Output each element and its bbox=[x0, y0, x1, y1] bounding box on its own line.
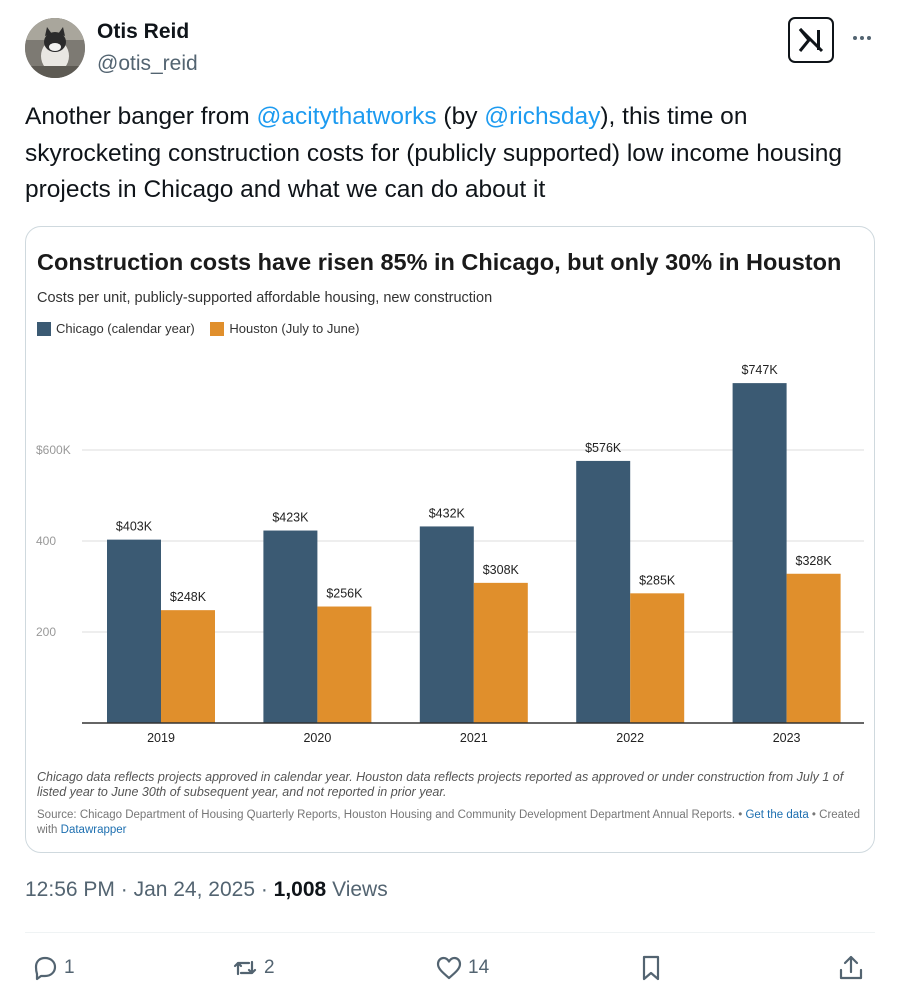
chart-note: Chicago data reflects projects approved … bbox=[37, 770, 844, 799]
x-logo-icon[interactable] bbox=[788, 17, 834, 63]
legend-label-houston: Houston (July to June) bbox=[229, 321, 360, 336]
tweet-meta: 12:56 PM · Jan 24, 2025 · 1,008 Views bbox=[25, 878, 388, 902]
like-button[interactable]: 14 bbox=[434, 951, 489, 985]
chart-title: Construction costs have risen 85% in Chi… bbox=[37, 249, 842, 275]
tweet-time[interactable]: 12:56 PM bbox=[25, 878, 115, 901]
bar-houston bbox=[161, 610, 215, 723]
y-tick-label: 200 bbox=[36, 625, 56, 639]
source-text: Source: Chicago Department of Housing Qu… bbox=[37, 809, 746, 821]
data-label: $256K bbox=[326, 587, 363, 601]
x-tick-label: 2019 bbox=[147, 731, 175, 745]
like-count: 14 bbox=[468, 957, 490, 978]
data-label: $248K bbox=[170, 590, 207, 604]
tweet-date[interactable]: Jan 24, 2025 bbox=[133, 878, 255, 901]
mention-richsday[interactable]: @richsday bbox=[484, 103, 601, 130]
created-with-prefix: • Created with bbox=[37, 809, 861, 836]
author-avatar[interactable] bbox=[25, 18, 85, 78]
bookmark-button[interactable] bbox=[636, 951, 666, 985]
chart-subtitle: Costs per unit, publicly-supported affor… bbox=[37, 290, 493, 306]
divider bbox=[25, 932, 875, 933]
author-name[interactable]: Otis Reid bbox=[97, 20, 190, 43]
tweet-text-part: Another banger from bbox=[25, 103, 257, 130]
bar-chicago bbox=[419, 526, 474, 723]
legend-swatch-houston bbox=[210, 321, 225, 336]
data-label: $285K bbox=[639, 573, 676, 587]
tweet-text: Another banger from @acitythatworks (by … bbox=[25, 99, 855, 209]
y-tick-label: $600K bbox=[36, 443, 71, 457]
bar-houston bbox=[786, 573, 841, 723]
more-dots bbox=[853, 36, 871, 40]
bookmark-icon bbox=[642, 955, 660, 981]
mention-acitythatworks[interactable]: @acitythatworks bbox=[256, 103, 437, 130]
more-icon[interactable] bbox=[847, 23, 877, 53]
meta-separator: · bbox=[114, 878, 134, 901]
views-count: 1,008 bbox=[273, 878, 327, 901]
bar-chicago bbox=[263, 530, 318, 723]
repost-count: 2 bbox=[264, 957, 275, 978]
data-label: $576K bbox=[585, 441, 622, 455]
bar-chicago bbox=[732, 383, 787, 723]
share-button[interactable] bbox=[836, 951, 866, 985]
data-label: $432K bbox=[429, 506, 466, 520]
like-icon bbox=[436, 956, 462, 980]
legend-item-chicago: Chicago (calendar year) bbox=[37, 321, 195, 336]
share-icon bbox=[839, 955, 863, 980]
data-label: $747K bbox=[742, 363, 779, 377]
data-label: $403K bbox=[116, 520, 153, 534]
legend-label-chicago: Chicago (calendar year) bbox=[56, 321, 195, 336]
reply-count: 1 bbox=[64, 957, 75, 978]
data-label: $423K bbox=[272, 511, 309, 525]
views-label: Views bbox=[326, 878, 388, 901]
x-tick-label: 2021 bbox=[460, 731, 488, 745]
x-logo-glyph bbox=[798, 27, 824, 53]
x-tick-label: 2020 bbox=[303, 731, 331, 745]
bar-houston bbox=[473, 582, 528, 723]
repost-icon bbox=[233, 960, 257, 976]
bar-houston bbox=[630, 593, 685, 723]
tweet-text-part: (by bbox=[436, 103, 485, 130]
y-tick-label: 400 bbox=[36, 534, 56, 548]
meta-separator: · bbox=[255, 878, 274, 901]
chart-image-card[interactable]: Construction costs have risen 85% in Chi… bbox=[25, 226, 875, 853]
author-handle[interactable]: @otis_reid bbox=[97, 52, 198, 75]
datawrapper-link[interactable]: Datawrapper bbox=[60, 824, 127, 836]
reply-button[interactable]: 1 bbox=[30, 951, 75, 985]
tweet-text-part: ), this time on skyrocketing constructio… bbox=[25, 103, 843, 203]
data-label: $328K bbox=[796, 554, 833, 568]
legend-swatch-chicago bbox=[37, 321, 51, 336]
repost-button[interactable]: 2 bbox=[230, 951, 275, 985]
chart-legend: Chicago (calendar year) Houston (July to… bbox=[37, 321, 371, 339]
bar-chicago bbox=[107, 539, 161, 723]
chart-source: Source: Chicago Department of Housing Qu… bbox=[37, 808, 867, 838]
legend-item-houston: Houston (July to June) bbox=[210, 321, 359, 336]
bar-houston bbox=[317, 606, 372, 723]
bar-chicago bbox=[576, 460, 631, 723]
get-data-link[interactable]: Get the data bbox=[745, 809, 809, 821]
x-tick-label: 2023 bbox=[773, 731, 801, 745]
reply-icon bbox=[34, 956, 57, 981]
x-tick-label: 2022 bbox=[616, 731, 644, 745]
data-label: $308K bbox=[483, 563, 520, 577]
bar-chart: 200 400 $600K $403K $248K 2019 $423K $256K 2020 $… bbox=[36, 363, 864, 745]
avatar-image bbox=[25, 18, 85, 78]
